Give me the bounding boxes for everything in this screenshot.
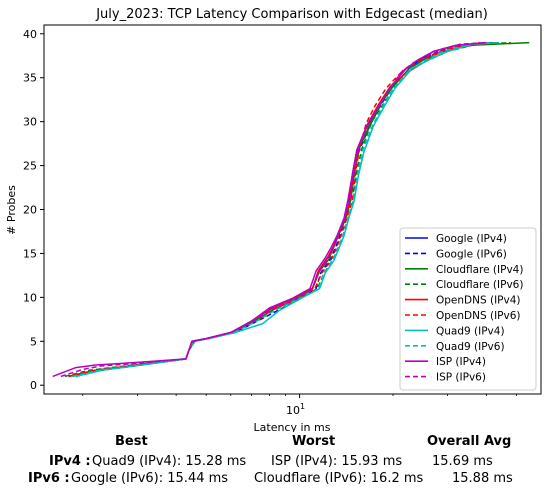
legend-label: Google (IPv6) xyxy=(436,248,507,260)
legend-label: ISP (IPv6) xyxy=(436,372,486,384)
legend-label: Google (IPv4) xyxy=(436,233,507,245)
summary-table: Best Worst Overall Avg IPv4 : Quad9 (IPv… xyxy=(0,432,548,496)
legend-label: Quad9 (IPv6) xyxy=(436,341,505,353)
y-tick-label: 35 xyxy=(23,72,37,85)
chart-title: July_2023: TCP Latency Comparison with E… xyxy=(95,7,488,22)
summary-row-ipv4-worst: ISP (IPv4): 15.93 ms xyxy=(271,454,403,469)
legend-label: Cloudflare (IPv4) xyxy=(436,264,523,276)
summary-row-ipv6-avg: 15.88 ms xyxy=(452,471,513,486)
x-tick-label: 101 xyxy=(286,402,305,417)
y-tick-label: 0 xyxy=(30,379,37,392)
x-axis-label: Latency in ms xyxy=(254,421,331,432)
summary-header-worst: Worst xyxy=(292,434,336,449)
series-layer xyxy=(52,41,530,378)
y-tick-label: 20 xyxy=(23,204,37,217)
y-tick-label: 25 xyxy=(23,160,37,173)
summary-row-ipv4-label: IPv4 : xyxy=(49,454,91,469)
y-axis-label: # Probes xyxy=(5,185,18,235)
legend-label: OpenDNS (IPv6) xyxy=(436,310,521,322)
summary-row-ipv6-best: Google (IPv6): 15.44 ms xyxy=(71,471,229,486)
summary-header-best: Best xyxy=(115,434,148,449)
legend-label: Cloudflare (IPv6) xyxy=(436,279,523,291)
legend-label: ISP (IPv4) xyxy=(436,356,486,368)
legend: Google (IPv4) Google (IPv6) Cloudflare (IP… xyxy=(399,227,537,391)
y-axis: 0 5 10 15 20 25 30 35 40 xyxy=(23,28,44,392)
y-tick-label: 5 xyxy=(30,335,37,348)
y-tick-label: 30 xyxy=(23,116,37,129)
y-tick-label: 15 xyxy=(23,247,37,260)
legend-label: OpenDNS (IPv4) xyxy=(436,295,521,307)
summary-row-ipv6-label: IPv6 : xyxy=(28,471,70,486)
summary-row-ipv4-avg: 15.69 ms xyxy=(432,454,493,469)
series-line-10 xyxy=(60,43,465,378)
y-tick-label: 40 xyxy=(23,28,37,41)
legend-label: Quad9 (IPv4) xyxy=(436,325,505,337)
latency-chart: July_2023: TCP Latency Comparison with E… xyxy=(5,7,542,432)
summary-row-ipv4-best: Quad9 (IPv4): 15.28 ms xyxy=(92,454,247,469)
summary-row-ipv6-worst: Cloudflare (IPv6): 16.2 ms xyxy=(254,471,424,486)
x-axis: 101 xyxy=(82,394,517,417)
summary-header-overall: Overall Avg xyxy=(427,434,512,449)
y-tick-label: 10 xyxy=(23,291,37,304)
legend-box xyxy=(399,227,537,391)
